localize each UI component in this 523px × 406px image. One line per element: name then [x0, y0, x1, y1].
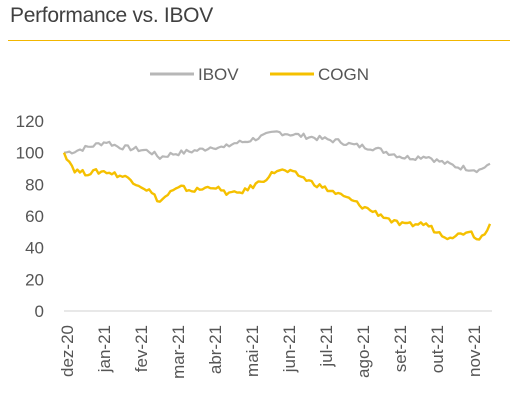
x-tick-label: nov-21: [465, 325, 484, 377]
x-tick-label: mar-21: [169, 325, 188, 379]
x-tick-label: abr-21: [206, 325, 225, 374]
y-tick-label: 120: [16, 112, 44, 131]
y-tick-label: 100: [16, 144, 44, 163]
legend: IBOV COGN: [150, 65, 369, 84]
series-lines: [62, 130, 492, 241]
x-tick-label: dez-20: [58, 325, 77, 377]
x-axis: dez-20 jan-21 fev-21 mar-21 abr-21 mai-21 jun-…: [58, 310, 492, 379]
x-tick-label: set-21: [391, 325, 410, 372]
x-tick-label: fev-21: [132, 325, 151, 372]
x-tick-label: mai-21: [243, 325, 262, 377]
y-tick-label: 0: [35, 302, 44, 321]
y-tick-label: 20: [25, 270, 44, 289]
y-axis: 0 20 40 60 80 100 120: [16, 112, 44, 321]
legend-label-ibov: IBOV: [198, 65, 239, 84]
x-tick-label: jan-21: [95, 325, 114, 373]
y-tick-label: 60: [25, 207, 44, 226]
x-tick-label: jun-21: [280, 325, 299, 373]
series-line-ibov: [63, 130, 491, 174]
title-underline: [8, 40, 510, 41]
y-tick-label: 80: [25, 175, 44, 194]
x-tick-label: jul-21: [317, 325, 336, 368]
series-line-cogn: [62, 152, 492, 241]
x-tick-label: out-21: [428, 325, 447, 373]
x-tick-label: ago-21: [354, 325, 373, 378]
chart-title: Performance vs. IBOV: [10, 4, 213, 27]
y-tick-label: 40: [25, 239, 44, 258]
legend-label-cogn: COGN: [318, 65, 369, 84]
